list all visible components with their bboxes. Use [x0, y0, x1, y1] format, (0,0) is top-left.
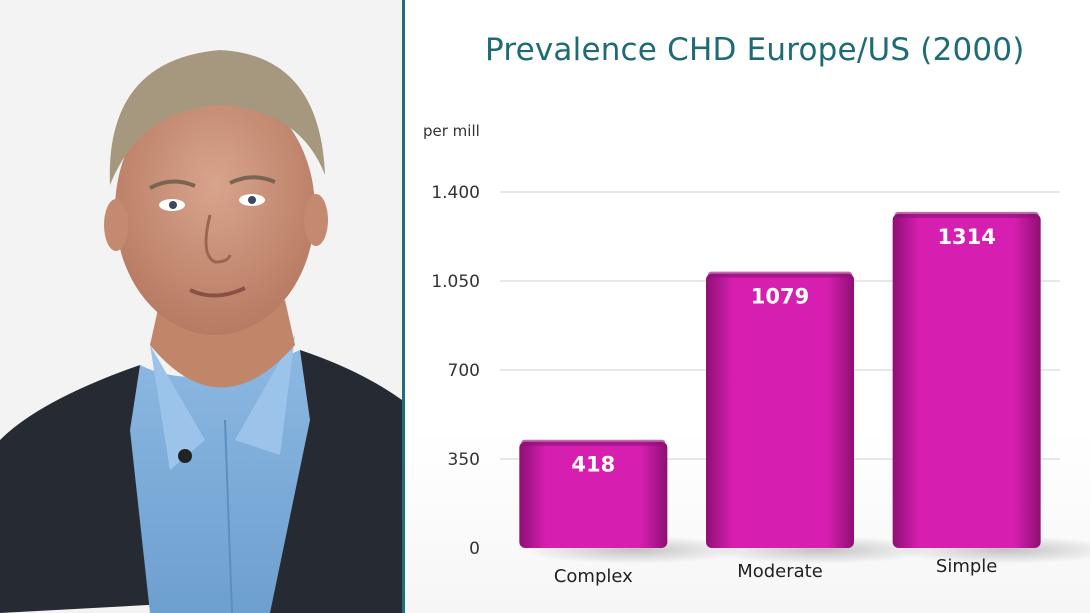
data-label: 1079	[751, 285, 809, 309]
bar-complex	[519, 441, 668, 548]
presenter-figure	[0, 0, 402, 613]
data-label: 1314	[937, 225, 995, 249]
bar-top-edge	[708, 271, 852, 278]
y-tick-label: 1.050	[431, 272, 480, 292]
panel-divider	[402, 0, 405, 613]
y-tick-label: 700	[448, 361, 480, 381]
bars: 418 1079 1314	[519, 211, 1090, 564]
y-tick-label: 1.400	[431, 183, 480, 203]
bar-moderate	[706, 273, 854, 548]
category-label: Complex	[554, 566, 633, 587]
bar-top-edge	[521, 439, 666, 446]
data-label: 418	[571, 453, 615, 477]
chart-title: Prevalence CHD Europe/US (2000)	[485, 32, 1025, 68]
presenter-video	[0, 0, 402, 613]
chart-slide: Prevalence CHD Europe/US (2000) per mill…	[405, 0, 1090, 613]
category-labels: Complex Moderate Simple	[554, 556, 998, 587]
bar-chart: 0 350 700 1.050 1.400 418 1079 1314 Complex Mod…	[431, 183, 1090, 587]
y-tick-label: 0	[469, 539, 480, 559]
category-label: Moderate	[737, 561, 823, 582]
category-label: Simple	[936, 556, 997, 577]
y-tick-label: 350	[448, 450, 480, 470]
y-axis-ticks: 0 350 700 1.050 1.400	[431, 183, 480, 559]
bar-simple	[892, 213, 1041, 548]
bar-top-edge	[894, 211, 1039, 218]
y-axis-unit-label: per mill	[423, 122, 480, 140]
